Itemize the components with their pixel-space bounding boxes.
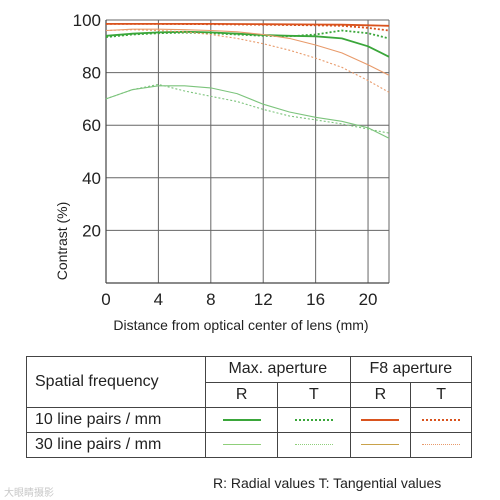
x-axis-label: Distance from optical center of lens (mm… (113, 317, 368, 333)
x-tick-labels: 0 4 8 12 16 20 (101, 290, 377, 309)
swatch-max-r-30 (222, 444, 261, 446)
swatch-f8-r-30 (361, 444, 400, 446)
x-tick-label: 4 (154, 290, 163, 309)
footnote: R: Radial values T: Tangential values (213, 475, 442, 491)
row-10-label: 10 line pairs / mm (26, 407, 206, 433)
swatch-cell (349, 432, 412, 458)
y-tick-label: 40 (82, 169, 101, 188)
swatch-cell (349, 407, 412, 433)
y-tick-label: 100 (73, 11, 101, 30)
max-aperture-header: Max. aperture (205, 356, 351, 383)
x-tick-label: 16 (306, 290, 325, 309)
x-tick-label: 12 (254, 290, 273, 309)
series-line-1 (105, 29, 390, 40)
swatch-cell (204, 432, 279, 458)
swatch-cell (277, 407, 351, 433)
mtf-chart: 0 4 8 12 16 20 20 40 60 80 100 Distance from opti… (54, 11, 390, 333)
y-tick-label: 80 (82, 64, 101, 83)
y-axis-label: Contrast (%) (54, 202, 70, 281)
swatch-max-t-30 (294, 444, 333, 446)
swatch-max-r-10 (222, 418, 261, 421)
x-tick-label: 0 (101, 290, 110, 309)
legend-subheader-row: R T R T (27, 381, 472, 408)
swatch-cell (410, 432, 472, 458)
swatch-max-t-10 (294, 418, 333, 421)
legend-header-row: Spatial frequency Max. aperture F8 apert… (26, 356, 473, 408)
y-tick-labels: 20 40 60 80 100 (73, 11, 101, 240)
max-r-header: R (204, 381, 279, 408)
series-line-5 (105, 83, 390, 134)
swatch-cell (277, 432, 351, 458)
y-tick-label: 20 (82, 221, 101, 240)
chart-series (105, 22, 390, 139)
x-tick-label: 8 (206, 290, 215, 309)
series-line-6 (105, 28, 390, 76)
f8-r-header: R (349, 381, 412, 408)
series-line-3 (106, 22, 390, 32)
swatch-cell (410, 407, 472, 433)
y-tick-label: 60 (82, 116, 101, 135)
watermark: 大眼睛摄影 (4, 488, 54, 499)
f8-t-header: T (410, 381, 472, 408)
row-30-label: 30 line pairs / mm (26, 432, 206, 458)
series-line-4 (105, 85, 390, 139)
x-tick-label: 20 (359, 290, 378, 309)
legend-row-10: 10 line pairs / mm (26, 407, 472, 433)
legend-row-30: 30 line pairs / mm (26, 432, 472, 458)
swatch-f8-t-10 (422, 418, 461, 421)
legend-table: Spatial frequency Max. aperture F8 apert… (26, 356, 473, 458)
spatial-frequency-header: Spatial frequency (26, 356, 206, 408)
f8-aperture-header: F8 aperture (349, 356, 473, 383)
series-line-7 (105, 29, 390, 93)
swatch-cell (204, 407, 279, 433)
swatch-f8-r-10 (361, 418, 400, 421)
swatch-f8-t-30 (422, 444, 461, 446)
chart-grid (105, 19, 390, 284)
max-t-header: T (277, 381, 351, 408)
